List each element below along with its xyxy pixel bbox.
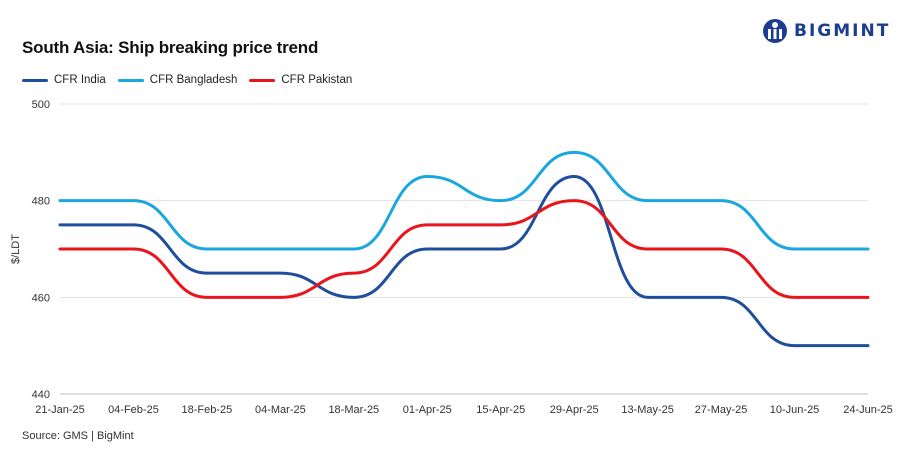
legend-label: CFR Pakistan bbox=[281, 74, 353, 86]
legend-swatch bbox=[22, 78, 48, 82]
y-tick-label: 460 bbox=[32, 292, 50, 304]
x-tick-label: 21-Jan-25 bbox=[35, 404, 85, 416]
x-tick-label: 01-Apr-25 bbox=[403, 404, 452, 416]
bigmint-logo: BIGMINT bbox=[762, 18, 890, 44]
x-tick-label: 10-Jun-25 bbox=[770, 404, 820, 416]
y-tick-label: 500 bbox=[32, 99, 50, 111]
bigmint-logo-icon bbox=[763, 19, 787, 43]
legend-item-cfr-india: CFR India bbox=[22, 74, 106, 86]
series-line-cfr-pakistan bbox=[58, 199, 870, 299]
logo-text: BIGMINT bbox=[794, 21, 891, 41]
x-tick-label: 24-Jun-25 bbox=[843, 404, 893, 416]
legend-swatch bbox=[117, 78, 144, 82]
legend-label: CFR India bbox=[54, 74, 106, 86]
legend-item-cfr-pakistan: CFR Pakistan bbox=[249, 74, 352, 86]
series-line-cfr-india bbox=[58, 175, 870, 348]
y-tick-label: 480 bbox=[32, 196, 50, 208]
x-tick-label: 04-Feb-25 bbox=[108, 404, 159, 416]
chart-title: South Asia: Ship breaking price trend bbox=[22, 38, 319, 57]
x-tick-label: 18-Mar-25 bbox=[328, 404, 379, 416]
chart-legend: CFR India CFR Bangladesh CFR Pakistan bbox=[22, 74, 364, 86]
x-tick-label: 27-May-25 bbox=[695, 404, 748, 416]
legend-label: CFR Bangladesh bbox=[149, 74, 238, 86]
legend-swatch bbox=[249, 78, 276, 82]
series-line-cfr-bangladesh bbox=[58, 150, 870, 251]
x-tick-label: 18-Feb-25 bbox=[182, 404, 233, 416]
x-tick-label: 13-May-25 bbox=[621, 404, 674, 416]
x-tick-label: 04-Mar-25 bbox=[255, 404, 306, 416]
y-axis-label: $/LDT bbox=[10, 234, 22, 264]
y-tick-label: 440 bbox=[32, 389, 50, 401]
x-tick-label: 29-Apr-25 bbox=[550, 404, 599, 416]
legend-item-cfr-bangladesh: CFR Bangladesh bbox=[117, 74, 238, 86]
x-tick-label: 15-Apr-25 bbox=[476, 404, 525, 416]
source-note: Source: GMS | BigMint bbox=[22, 430, 134, 442]
